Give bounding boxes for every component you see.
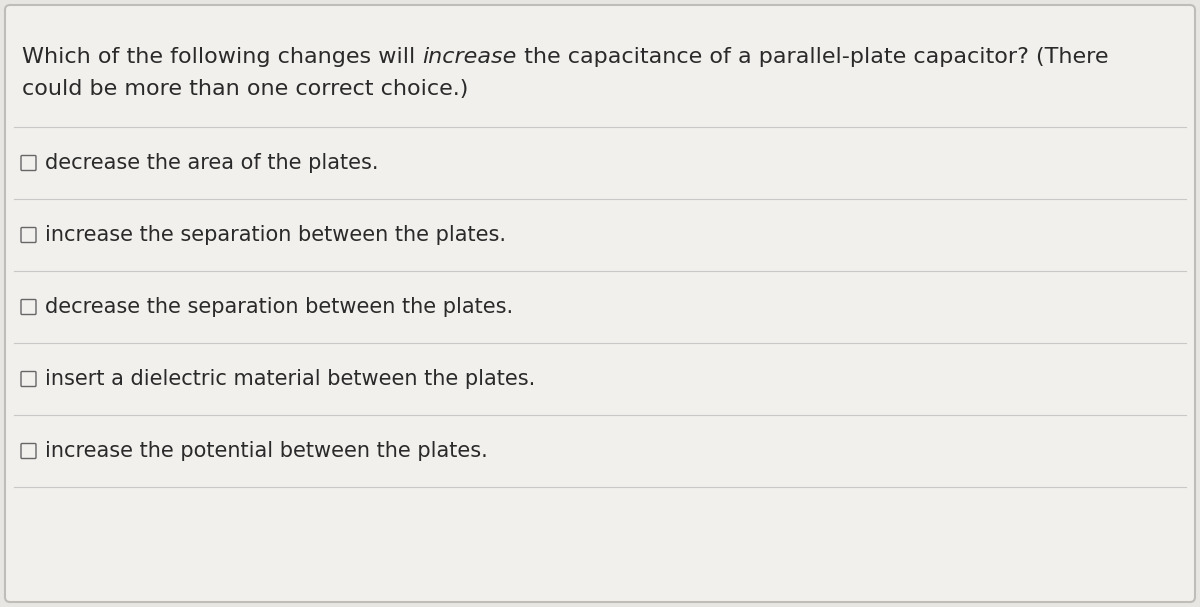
Text: the capacitance of a parallel-plate capacitor? (There: the capacitance of a parallel-plate capa…: [517, 47, 1109, 67]
Text: decrease the area of the plates.: decrease the area of the plates.: [46, 153, 378, 173]
Text: insert a dielectric material between the plates.: insert a dielectric material between the…: [46, 369, 535, 389]
Text: could be more than one correct choice.): could be more than one correct choice.): [22, 79, 468, 99]
Text: increase the separation between the plates.: increase the separation between the plat…: [46, 225, 506, 245]
Text: increase the potential between the plates.: increase the potential between the plate…: [46, 441, 487, 461]
FancyBboxPatch shape: [5, 5, 1195, 602]
Text: Which of the following changes will: Which of the following changes will: [22, 47, 422, 67]
Text: decrease the separation between the plates.: decrease the separation between the plat…: [46, 297, 514, 317]
Text: increase: increase: [422, 47, 517, 67]
